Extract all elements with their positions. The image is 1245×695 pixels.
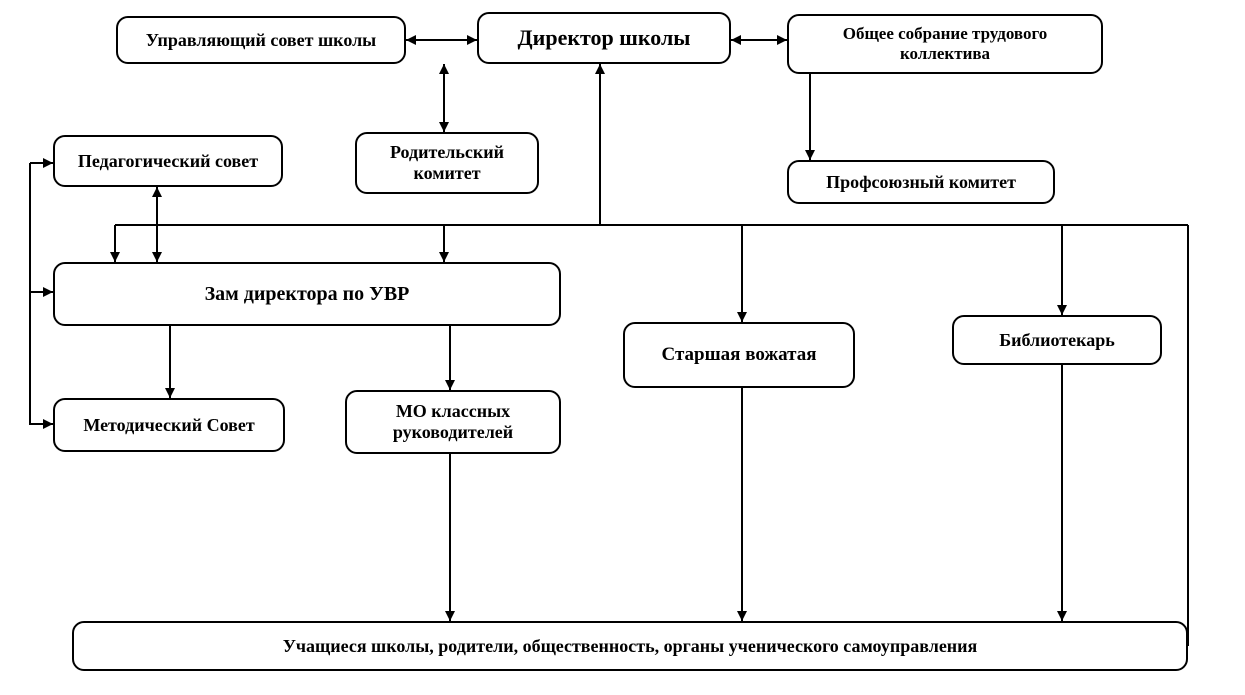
node-label: Профсоюзный комитет <box>826 172 1016 193</box>
node-label: МО классных руководителей <box>355 401 551 442</box>
node-label: Библиотекарь <box>999 330 1115 351</box>
node-label: Директор школы <box>518 25 691 50</box>
node-label: Педагогический совет <box>78 151 258 172</box>
node-senior_leader: Старшая вожатая <box>623 322 855 388</box>
node-label: Зам директора по УВР <box>205 283 410 306</box>
node-label: Управляющий совет школы <box>146 30 376 51</box>
node-label: Учащиеся школы, родители, общественность… <box>283 636 978 657</box>
node-librarian: Библиотекарь <box>952 315 1162 365</box>
node-parent_comm: Родительский комитет <box>355 132 539 194</box>
node-label: Старшая вожатая <box>662 344 817 366</box>
org-chart: Управляющий совет школы Директор школы Общ… <box>0 0 1245 695</box>
node-method_council: Методический Совет <box>53 398 285 452</box>
node-ped_council: Педагогический совет <box>53 135 283 187</box>
node-label: Родительский комитет <box>365 142 529 183</box>
node-deputy: Зам директора по УВР <box>53 262 561 326</box>
node-label: Методический Совет <box>83 415 254 436</box>
node-director: Директор школы <box>477 12 731 64</box>
node-mo_class: МО классных руководителей <box>345 390 561 454</box>
node-gov_council: Управляющий совет школы <box>116 16 406 64</box>
node-label: Общее собрание трудового коллектива <box>797 24 1093 63</box>
node-assembly: Общее собрание трудового коллектива <box>787 14 1103 74</box>
node-students: Учащиеся школы, родители, общественность… <box>72 621 1188 671</box>
node-union: Профсоюзный комитет <box>787 160 1055 204</box>
